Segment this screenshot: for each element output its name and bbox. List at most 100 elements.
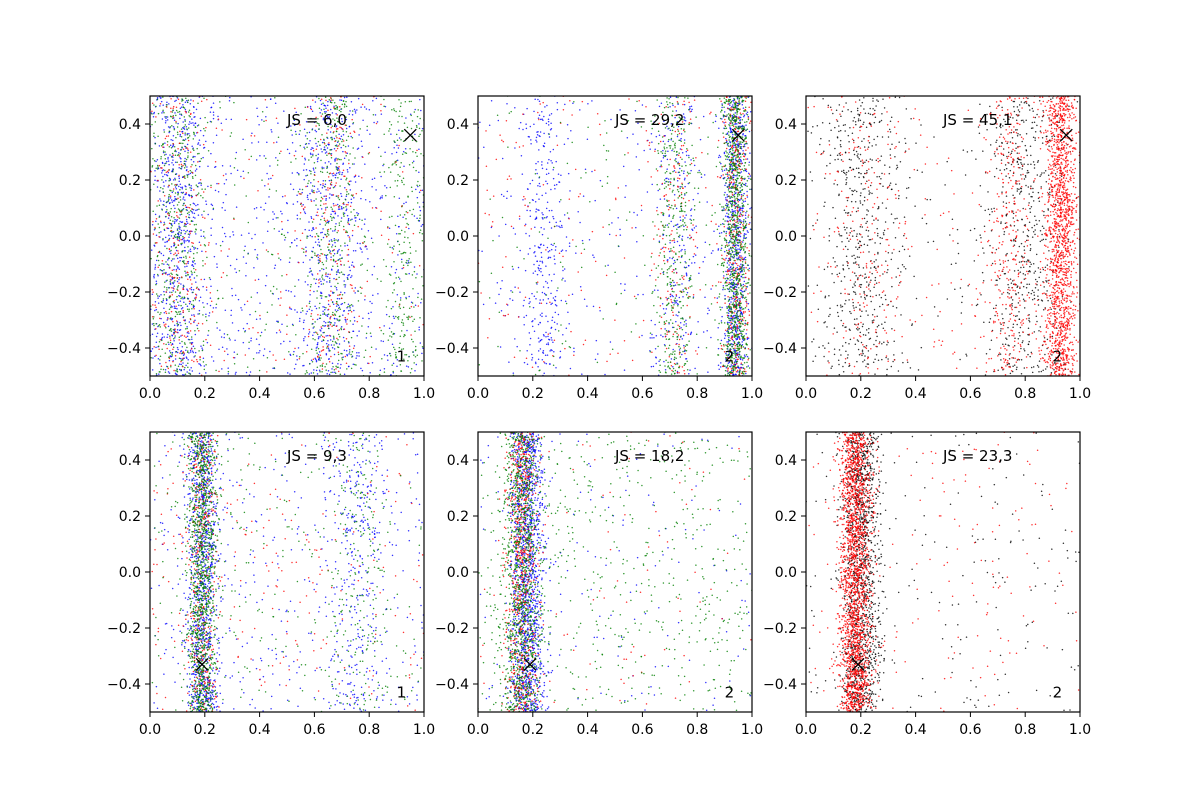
point-blue (533, 252, 535, 254)
point-green (421, 345, 424, 348)
point-blue (163, 311, 166, 314)
point-blue (582, 195, 585, 197)
point-green (162, 237, 164, 240)
point-green (391, 291, 394, 294)
point-blue (514, 338, 516, 340)
point-blue (317, 157, 319, 159)
point-blue (166, 274, 169, 276)
point-blue (660, 160, 663, 162)
point-blue (327, 118, 329, 120)
point-green (164, 352, 167, 354)
point-green (342, 144, 345, 147)
point-blue (172, 134, 175, 137)
point-green (388, 130, 390, 132)
point-blue (633, 211, 635, 214)
point-blue (185, 240, 187, 242)
point-blue (296, 359, 298, 361)
point-blue (320, 327, 323, 330)
point-green (196, 327, 199, 330)
point-green (317, 347, 320, 350)
point-green (306, 237, 308, 239)
point-blue (329, 316, 332, 319)
point-blue (397, 254, 399, 256)
point-blue (207, 334, 209, 336)
point-blue (675, 96, 678, 99)
point-red (387, 238, 390, 241)
point-green (325, 296, 328, 298)
point-red (286, 333, 288, 336)
point-green (336, 106, 339, 108)
point-blue (333, 238, 336, 240)
point-blue (543, 335, 545, 337)
point-blue (737, 235, 740, 238)
point-blue (525, 314, 528, 317)
point-green (360, 264, 362, 266)
point-green (304, 373, 307, 375)
point-blue (199, 296, 202, 298)
point-green (367, 153, 370, 155)
point-blue (192, 345, 195, 347)
point-blue (552, 169, 554, 171)
point-blue (210, 227, 212, 229)
point-blue (311, 235, 313, 238)
point-red (327, 325, 329, 328)
point-blue (314, 357, 316, 360)
point-blue (329, 108, 332, 111)
point-blue (748, 177, 750, 180)
point-red (194, 269, 197, 271)
point-blue (192, 122, 194, 124)
point-blue (380, 340, 382, 342)
point-blue (214, 166, 216, 169)
point-green (170, 227, 172, 229)
point-blue (336, 141, 339, 144)
point-red (330, 299, 333, 301)
point-blue (168, 350, 171, 352)
point-blue (694, 254, 697, 256)
point-blue (306, 344, 309, 347)
point-blue (680, 326, 682, 329)
point-blue (747, 337, 750, 339)
point-blue (191, 370, 194, 372)
point-blue (255, 318, 258, 321)
point-green (400, 348, 403, 351)
point-green (173, 210, 176, 213)
point-blue (337, 363, 339, 365)
point-blue (654, 347, 657, 350)
point-blue (538, 182, 541, 185)
point-green (183, 202, 185, 204)
point-red (339, 126, 341, 129)
point-blue (164, 236, 167, 239)
point-blue (335, 305, 338, 307)
point-green (204, 244, 207, 247)
point-blue (159, 362, 161, 365)
point-green (414, 355, 417, 358)
point-green (299, 144, 302, 147)
point-red (161, 167, 163, 169)
point-blue (235, 371, 237, 374)
point-blue (734, 210, 736, 212)
point-green (245, 195, 247, 197)
point-blue (524, 223, 527, 225)
point-green (400, 139, 402, 141)
point-green (171, 291, 173, 294)
point-green (292, 353, 295, 356)
point-red (157, 266, 159, 268)
point-blue (217, 115, 219, 118)
point-green (170, 115, 172, 118)
point-green (289, 245, 291, 248)
point-green (295, 333, 297, 336)
point-red (342, 169, 345, 172)
point-blue (178, 151, 180, 154)
point-green (408, 242, 411, 244)
point-blue (340, 99, 343, 101)
point-green (160, 301, 163, 303)
point-blue (181, 307, 184, 309)
point-green (201, 349, 204, 352)
point-red (175, 120, 177, 123)
point-blue (166, 319, 168, 321)
point-green (418, 135, 420, 137)
point-red (185, 263, 187, 265)
point-blue (176, 351, 179, 354)
point-green (325, 260, 328, 262)
point-blue (324, 308, 326, 311)
